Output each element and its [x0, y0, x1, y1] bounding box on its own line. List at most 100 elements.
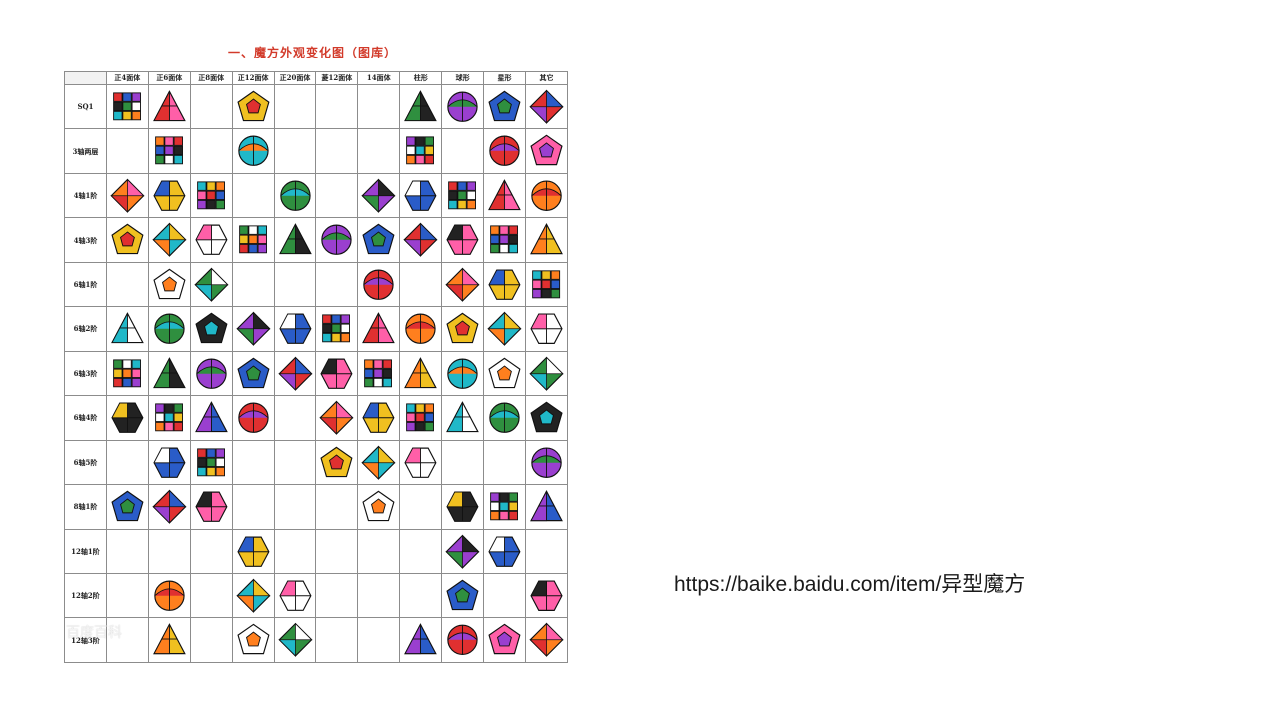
puzzle-cell [524, 306, 569, 352]
puzzle-image [277, 309, 314, 348]
puzzle-cell [357, 439, 401, 486]
puzzle-cell [357, 350, 401, 397]
puzzle-image [109, 176, 146, 215]
puzzle-cell [441, 528, 485, 574]
puzzle-cell [231, 128, 275, 174]
corner-cell [64, 71, 107, 85]
puzzle-image [151, 220, 188, 259]
puzzle-image [528, 487, 565, 526]
puzzle-cell [441, 306, 485, 352]
empty-cell [441, 128, 485, 174]
puzzle-cell [483, 128, 526, 174]
puzzle-image [235, 309, 272, 348]
puzzle-image [528, 354, 565, 393]
puzzle-image [193, 354, 230, 393]
column-header: 正20面体 [273, 71, 317, 85]
puzzle-cell [147, 439, 191, 486]
empty-cell [189, 617, 233, 663]
puzzle-cell [273, 350, 317, 397]
puzzle-image [360, 220, 397, 259]
table-row: 12轴1阶 [64, 528, 569, 574]
puzzle-image [151, 309, 188, 348]
table-row: 6轴2阶 [64, 306, 569, 352]
puzzle-image [235, 354, 272, 393]
puzzle-cell [189, 217, 233, 263]
puzzle-image [277, 176, 314, 215]
empty-cell [357, 128, 401, 174]
puzzle-image [402, 620, 439, 660]
puzzle-image [360, 487, 397, 526]
puzzle-cell [273, 306, 317, 352]
puzzle-cell [231, 528, 275, 574]
empty-cell [231, 439, 275, 486]
puzzle-image [151, 131, 188, 170]
puzzle-cell [483, 395, 526, 441]
row-header: 12轴2阶 [64, 572, 107, 619]
puzzle-image [360, 265, 397, 304]
puzzle-image [235, 220, 272, 259]
puzzle-cell [524, 350, 569, 397]
table-row: 12轴3阶 [64, 617, 569, 663]
puzzle-image [151, 87, 188, 126]
source-url[interactable]: https://baike.baidu.com/item/异型魔方 [674, 573, 1026, 596]
puzzle-image [360, 309, 397, 348]
puzzle-cell [105, 217, 149, 263]
row-header: 4轴3阶 [64, 217, 107, 263]
empty-cell [524, 528, 569, 574]
puzzle-image [444, 309, 481, 348]
puzzle-cell [189, 306, 233, 352]
empty-cell [399, 261, 443, 308]
puzzle-cell [483, 350, 526, 397]
puzzle-image [486, 487, 523, 526]
puzzle-cell [231, 83, 275, 130]
puzzle-image [151, 443, 188, 482]
column-header: 正6面体 [147, 71, 191, 85]
empty-cell [105, 439, 149, 486]
empty-cell [441, 439, 485, 486]
empty-cell [273, 261, 317, 308]
puzzle-image [235, 87, 272, 126]
puzzle-cell [441, 350, 485, 397]
puzzle-cell [315, 395, 359, 441]
empty-cell [483, 439, 526, 486]
puzzle-image [151, 265, 188, 304]
puzzle-cell [147, 217, 191, 263]
puzzle-image [486, 354, 523, 393]
puzzle-image [444, 620, 481, 660]
puzzle-image [402, 176, 439, 215]
empty-cell [315, 484, 359, 530]
empty-cell [231, 261, 275, 308]
column-header: 其它 [524, 71, 569, 85]
empty-cell [315, 261, 359, 308]
column-header: 柱形 [399, 71, 443, 85]
puzzle-cell [524, 484, 569, 530]
watermark: 百度百科 [66, 625, 122, 641]
puzzle-cell [105, 306, 149, 352]
puzzle-cell [189, 350, 233, 397]
puzzle-image [402, 131, 439, 170]
row-header: 3轴两层 [64, 128, 107, 174]
table-row: 6轴1阶 [64, 261, 569, 308]
puzzle-image [402, 443, 439, 482]
puzzle-cell [524, 261, 569, 308]
table-row: 3轴两层 [64, 128, 569, 174]
puzzle-image [109, 220, 146, 259]
empty-cell [189, 572, 233, 619]
puzzle-cell [524, 172, 569, 219]
empty-cell [315, 83, 359, 130]
puzzle-image [360, 443, 397, 482]
puzzle-image [360, 354, 397, 393]
puzzle-image [528, 176, 565, 215]
puzzle-image [444, 87, 481, 126]
puzzle-cell [189, 439, 233, 486]
puzzle-image [444, 487, 481, 526]
table-row: 6轴5阶 [64, 439, 569, 486]
puzzle-cell [147, 350, 191, 397]
table-row: 6轴3阶 [64, 350, 569, 397]
empty-cell [231, 484, 275, 530]
empty-cell [357, 617, 401, 663]
puzzle-image [402, 354, 439, 393]
puzzle-image [528, 576, 565, 615]
table-row: 8轴1阶 [64, 484, 569, 530]
empty-cell [273, 83, 317, 130]
